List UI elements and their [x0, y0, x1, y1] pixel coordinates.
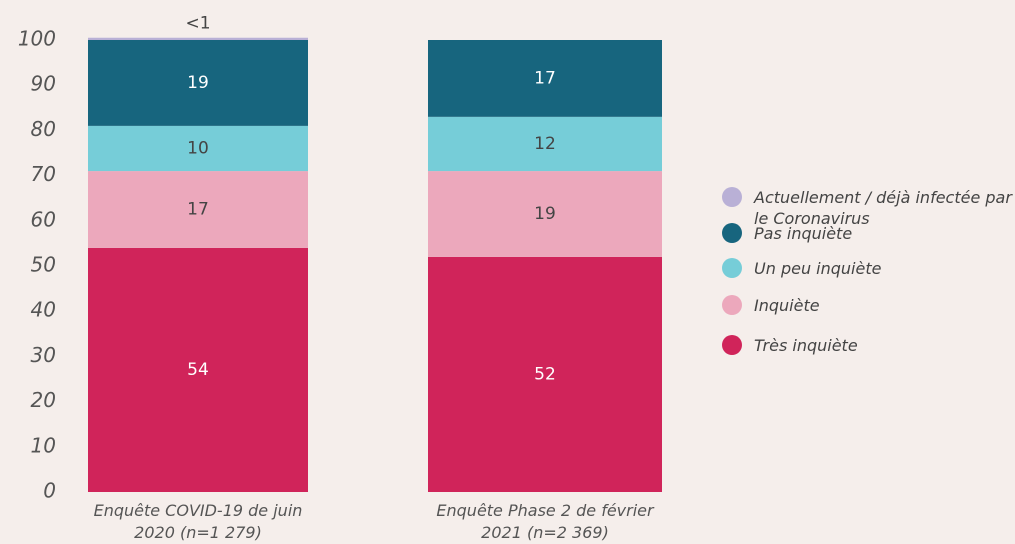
y-tick-label: 20 — [31, 388, 56, 412]
legend-item: Très inquiète — [722, 335, 1012, 356]
legend-label: Un peu inquiète — [754, 259, 882, 278]
legend-swatch — [722, 187, 742, 207]
value-label: 17 — [187, 200, 209, 220]
legend-swatch — [722, 223, 742, 243]
legend-swatch — [722, 258, 742, 278]
y-tick-label: 50 — [31, 253, 56, 277]
bar-segment — [88, 247, 308, 492]
y-tick-label: 30 — [31, 343, 56, 367]
value-label: 12 — [534, 134, 556, 154]
value-label: 54 — [187, 360, 209, 380]
y-tick-label: 90 — [31, 72, 56, 96]
legend-swatch — [722, 295, 742, 315]
y-tick-label: 80 — [31, 117, 56, 141]
x-tick-label: Enquête Phase 2 de février 2021 (n=2 369… — [436, 501, 654, 542]
legend-item: Inquiète — [722, 295, 1012, 316]
bar-segment — [428, 40, 662, 117]
y-tick-label: 100 — [18, 27, 56, 51]
legend-label: Très inquiète — [754, 336, 858, 355]
legend-swatch — [722, 335, 742, 355]
x-tick-label: Enquête COVID-19 de juin 2020 (n=1 279) — [93, 501, 303, 542]
y-tick-label: 0 — [43, 479, 56, 503]
value-label: 52 — [534, 364, 556, 384]
legend-item: Actuellement / déjà infectée par le Coro… — [722, 187, 1012, 229]
legend-item: Un peu inquiète — [722, 258, 1012, 279]
value-label: 10 — [187, 138, 209, 158]
bar-segment — [88, 125, 308, 172]
value-label: 19 — [534, 204, 556, 224]
bar-segment — [88, 40, 308, 126]
y-tick-label: 40 — [31, 298, 56, 322]
bar-segment — [428, 256, 662, 492]
y-tick-label: 60 — [31, 207, 56, 231]
legend-label: Inquiète — [754, 296, 820, 315]
bar-segment — [88, 37, 308, 40]
bar-segment — [428, 116, 662, 172]
legend-item: Pas inquiète — [722, 223, 1012, 244]
value-label: <1 — [185, 14, 210, 34]
legend-label: Pas inquiète — [754, 224, 853, 243]
y-tick-label: 70 — [31, 162, 56, 186]
value-label: 17 — [534, 68, 556, 88]
bar-segment — [428, 171, 662, 257]
value-label: 19 — [187, 73, 209, 93]
legend-label: Actuellement / déjà infectée par le Coro… — [754, 188, 1012, 228]
y-tick-label: 10 — [31, 433, 56, 457]
bar-segment — [88, 171, 308, 248]
